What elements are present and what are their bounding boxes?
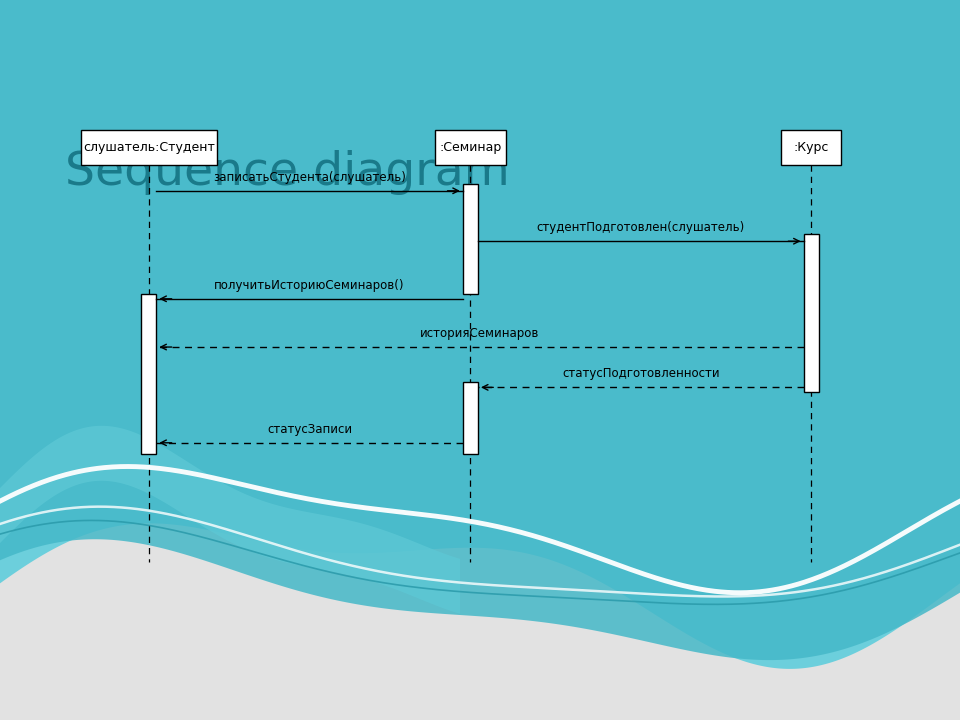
Bar [81, 130, 217, 165]
Polygon shape [0, 0, 960, 669]
Bar [463, 382, 478, 454]
Text: :Семинар: :Семинар [440, 141, 501, 154]
Text: слушатель:Студент: слушатель:Студент [83, 141, 215, 154]
Text: получитьИсториюСеминаров(): получитьИсториюСеминаров() [214, 279, 405, 292]
Text: записатьСтудента(слушатель): записатьСтудента(слушатель) [213, 171, 406, 184]
Text: Sequence diagram: Sequence diagram [65, 150, 510, 195]
Text: статусПодготовленности: статусПодготовленности [562, 367, 720, 380]
Bar [804, 234, 819, 392]
Text: статусЗаписи: статусЗаписи [267, 423, 352, 436]
Polygon shape [0, 426, 460, 614]
Text: историяСеминаров: историяСеминаров [420, 327, 540, 340]
Bar [781, 130, 841, 165]
Bar [463, 184, 478, 294]
Bar [435, 130, 506, 165]
Bar [141, 294, 156, 454]
Text: студентПодготовлен(слушатель): студентПодготовлен(слушатель) [537, 221, 745, 234]
Polygon shape [0, 0, 960, 660]
Text: :Курс: :Курс [794, 141, 828, 154]
